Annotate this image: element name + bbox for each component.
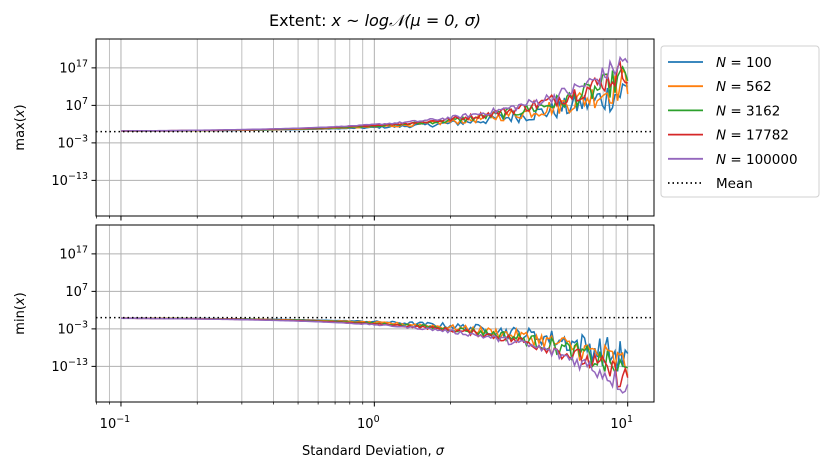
y-tick-label: 10−13 — [51, 171, 88, 189]
legend-item: N = 3162 — [668, 103, 780, 119]
subplot-min: 1017 107 10−3 10−13 min(x) — [13, 224, 655, 407]
x-tick-label: 101 — [610, 414, 633, 432]
y-tick-label: 107 — [65, 282, 88, 300]
chart-title: Extent: x ~ log𝒩(μ = 0, σ) — [269, 11, 481, 30]
y-axis-label: min(x) — [13, 292, 28, 334]
y-tick-label: 1017 — [59, 58, 88, 76]
y-tick-label: 10−13 — [51, 357, 88, 375]
series-line-n100000 — [121, 55, 629, 132]
title-text: Extent: x ~ log𝒩(μ = 0, σ) — [269, 11, 481, 30]
axes-frame — [95, 224, 655, 403]
y-tick-label: 10−3 — [57, 319, 88, 337]
x-axis-tick-labels: 10−1 100 101 — [100, 414, 633, 432]
y-tick-label: 1017 — [59, 244, 88, 262]
y-axis-label: max(x) — [13, 104, 28, 150]
legend-item: Mean — [668, 176, 753, 192]
legend-label: N = 100000 — [716, 152, 798, 168]
x-tick-label: 10−1 — [100, 414, 131, 432]
subplot-max: 1017 107 10−3 10−13 max(x) — [13, 38, 655, 221]
legend-label: N = 562 — [716, 79, 772, 95]
legend-item: N = 562 — [668, 79, 772, 95]
y-tick-label: 10−3 — [57, 133, 88, 151]
legend-label: Mean — [716, 176, 753, 192]
legend-item: N = 100 — [668, 55, 772, 71]
legend-label: N = 100 — [716, 55, 772, 71]
legend-label: N = 3162 — [716, 103, 780, 119]
axes-frame — [95, 38, 655, 217]
legend-item: N = 17782 — [668, 128, 789, 144]
legend-item: N = 100000 — [668, 152, 798, 168]
legend-label: N = 17782 — [716, 128, 789, 144]
x-tick-label: 100 — [357, 414, 380, 432]
series-line-n100000 — [120, 317, 629, 394]
y-tick-label: 107 — [65, 96, 88, 114]
grid — [96, 225, 654, 402]
x-axis-label: Standard Deviation, σ — [302, 444, 445, 459]
legend: N = 100 N = 562 N = 3162 N = 17782 N = 10000… — [660, 45, 820, 198]
